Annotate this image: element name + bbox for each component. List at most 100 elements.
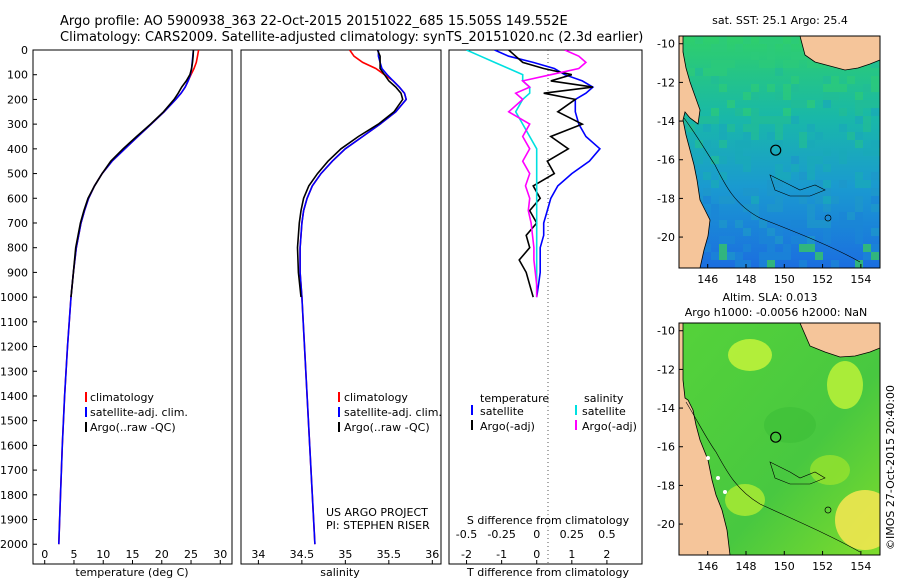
depth-tick-label: 1100 [0,316,28,329]
sst-pixel [719,172,727,180]
s-diff-tick-label: 0 [533,528,540,541]
sst-pixel [783,116,791,124]
sst-pixel [743,204,751,212]
sst-pixel [871,188,879,196]
sst-pixel [767,36,775,44]
sla-map-frame [678,322,881,556]
sst-pixel [823,204,831,212]
map-x-tick-label: 154 [850,273,871,286]
sst-pixel [783,84,791,92]
sst-pixel [767,204,775,212]
legend-salinity-head: salinity [584,392,624,405]
sst-pixel [743,92,751,100]
sst-pixel [743,228,751,236]
sst-pixel [831,196,839,204]
sst-pixel [703,124,711,132]
x-tick-label: -1 [496,548,507,561]
sla-map-panel: Altim. SLA: 0.013 Argo h1000: -0.0056 h2… [657,291,881,573]
sst-pixel [839,212,847,220]
sst-pixel [719,196,727,204]
difference-legend: temperature salinity satellite Argo(-adj… [471,392,637,433]
sst-pixel [871,244,879,252]
sst-pixel [815,220,823,228]
temperature-lines [58,50,200,545]
sst-map-field [679,36,880,268]
sst-pixel [719,36,727,44]
sst-pixel [799,140,807,148]
sst-pixel [743,188,751,196]
legend-t-argo: Argo(-adj) [480,420,535,433]
sst-pixel [775,252,783,260]
sst-pixel [871,108,879,116]
sst-pixel [711,204,719,212]
sst-pixel [751,132,759,140]
sst-pixel [759,220,767,228]
temperature-plot-frame [32,49,233,565]
s-diff-tick-label: 0.5 [598,528,616,541]
sst-pixel [751,124,759,132]
sst-pixel [847,212,855,220]
sst-pixel [871,76,879,84]
sst-pixel [767,260,775,268]
sst-pixel [743,132,751,140]
sst-pixel [823,100,831,108]
sst-pixel [711,116,719,124]
sst-pixel [767,84,775,92]
sst-pixel [839,220,847,228]
x-tick-label: 30 [213,548,227,561]
sst-pixel [759,252,767,260]
sst-map-panel: sat. SST: 25.1 Argo: 25.4 146 148 150 152 15… [657,14,881,286]
sst-pixel [791,100,799,108]
depth-tick-label: 2000 [0,538,28,551]
sst-pixel [791,220,799,228]
map-y-tick-label: -12 [657,363,675,376]
map-x-tick-label: 146 [697,273,718,286]
sla-map-title: Altim. SLA: 0.013 [722,291,817,304]
series-line-argo-raw-qc- [70,50,195,298]
legend-argo: Argo(..raw -QC) [90,421,176,434]
temperature-panel: 0100200300400500600700800900100011001200… [0,44,233,579]
sla-map-axes: 146 148 150 152 154 -10 -12 -14 -16 -18 -20 [657,325,871,573]
sst-pixel [863,148,871,156]
depth-tick-label: 200 [7,93,28,106]
sst-pixel [759,60,767,68]
sst-pixel [807,140,815,148]
sla-blob [725,484,765,516]
sst-pixel [807,236,815,244]
argo-float-marker [770,144,782,156]
sst-pixel [767,116,775,124]
sst-map-axes: 146 148 150 152 154 -10 -12 -14 -16 -18 -20 [657,38,871,286]
sst-pixel [855,140,863,148]
sla-reef-island [824,506,832,514]
sla-blob [764,407,816,443]
sst-pixel [767,44,775,52]
sst-pixel [799,196,807,204]
sst-pixel [695,140,703,148]
sst-pixel [743,260,751,268]
depth-tick-label: 600 [7,192,28,205]
sst-pixel [695,68,703,76]
sst-pixel [783,172,791,180]
sst-pixel [711,212,719,220]
sla-land-north [799,323,880,358]
sst-pixel [703,116,711,124]
depth-tick-label: 1400 [0,390,28,403]
sst-pixel [783,92,791,100]
sst-pixel [727,100,735,108]
sst-pixel [855,196,863,204]
map-y-tick-label: -14 [657,115,675,128]
sla-map-field [679,323,880,555]
sst-pixel [703,140,711,148]
difference-plot-frame [448,49,643,565]
sst-pixel [775,124,783,132]
sst-pixel [767,252,775,260]
sla-land [679,323,731,555]
sst-reef [769,174,826,197]
difference-x-axis: -2 -1 0 1 2 [461,548,610,564]
sst-pixel [735,252,743,260]
sst-pixel [695,36,703,44]
sst-pixel [703,172,711,180]
sst-pixel [839,108,847,116]
sst-pixel [823,164,831,172]
series-line-temperature-argo-adj- [508,50,594,298]
